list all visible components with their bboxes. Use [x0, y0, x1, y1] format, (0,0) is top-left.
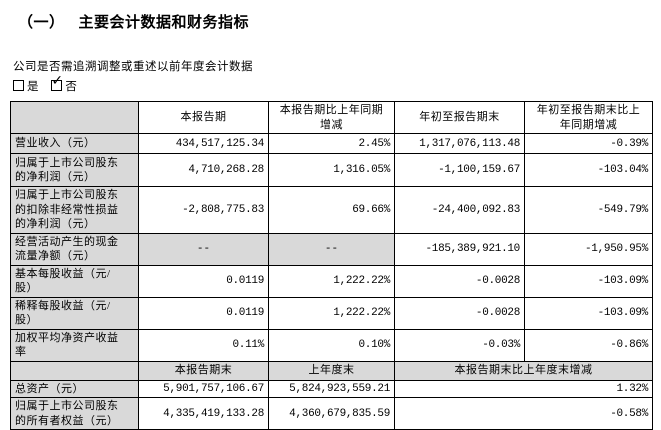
cell-current-change: 1,222.22%: [268, 264, 395, 298]
cell-ytd-change: -549.79%: [524, 186, 653, 234]
cell-ytd: -0.0028: [394, 296, 525, 330]
cell-ytd: -0.03%: [394, 328, 525, 362]
row-label: 总资产（元）: [10, 379, 139, 398]
cell-current-change: 1,222.22%: [268, 296, 395, 330]
row-label: 归属于上市公司股东 的所有者权益（元）: [10, 397, 139, 430]
restatement-checkbox-row: 是 ✓ 否: [13, 74, 87, 95]
checkbox-yes-label: 是: [27, 81, 39, 93]
table-row: 经营活动产生的现金 流量净额（元） -- -- -185,389,921.10 …: [10, 232, 653, 266]
col-header-current-period: 本报告期: [138, 101, 269, 134]
cell-ytd: -0.0028: [394, 264, 525, 298]
check-icon: ✓: [51, 73, 64, 89]
table-header-row: 本报告期 本报告期比上年同期 增减 年初至报告期末 年初至报告期末比上 年同期增…: [10, 101, 653, 134]
cell-current-period: --: [138, 232, 269, 266]
col-header-ytd: 年初至报告期末: [394, 101, 525, 134]
table-row: 基本每股收益（元/ 股） 0.0119 1,222.22% -0.0028 -1…: [10, 264, 653, 298]
cell-ytd: -185,389,921.10: [394, 232, 525, 266]
col-header-ytd-change: 年初至报告期末比上 年同期增减: [524, 101, 653, 134]
cell-current-change: 0.10%: [268, 328, 395, 362]
financial-indicators-table: 本报告期 本报告期比上年同期 增减 年初至报告期末 年初至报告期末比上 年同期增…: [10, 101, 653, 430]
section-number: （一）: [18, 15, 65, 31]
cell-period-end-change: -0.58%: [394, 397, 653, 430]
period-end-header-row: 本报告期末 上年度末 本报告期末比上年度末增减: [10, 360, 653, 381]
cell-period-end: 5,901,757,106.67: [138, 379, 269, 398]
col-header-current-change: 本报告期比上年同期 增减: [268, 101, 395, 134]
table-row: 归属于上市公司股东 的扣除非经常性损益 的净利润（元） -2,808,775.8…: [10, 186, 653, 234]
row-label: 营业收入（元）: [10, 133, 139, 154]
page-title: （一） 主要会计数据和财务指标: [18, 11, 249, 32]
cell-current-period: 0.11%: [138, 328, 269, 362]
table-row: 归属于上市公司股东 的所有者权益（元） 4,335,419,133.28 4,3…: [10, 397, 653, 430]
checkbox-yes[interactable]: 是: [13, 79, 39, 95]
corner-cell: [10, 101, 139, 134]
cell-current-change: 1,316.05%: [268, 153, 395, 187]
checkbox-no-label: 否: [65, 81, 77, 93]
row-label: 稀释每股收益（元/ 股）: [10, 296, 139, 330]
cell-ytd-change: -0.86%: [524, 328, 653, 362]
cell-ytd-change: -1,950.95%: [524, 232, 653, 266]
cell-current-period: 4,710,268.28: [138, 153, 269, 187]
cell-period-end: 4,335,419,133.28: [138, 397, 269, 430]
cell-current-change: 69.66%: [268, 186, 395, 234]
checkbox-no-box-icon[interactable]: ✓: [51, 74, 63, 91]
checkbox-no[interactable]: ✓ 否: [51, 74, 77, 95]
col-header-prior-year-end: 上年度末: [268, 360, 395, 381]
section-title: 主要会计数据和财务指标: [78, 15, 250, 31]
col-header-period-end-change: 本报告期末比上年度末增减: [394, 360, 653, 381]
cell-current-change: 2.45%: [268, 133, 395, 154]
cell-current-period: -2,808,775.83: [138, 186, 269, 234]
row-label: 经营活动产生的现金 流量净额（元）: [10, 232, 139, 266]
row-label: 加权平均净资产收益 率: [10, 328, 139, 362]
cell-prior-year-end: 4,360,679,835.59: [268, 397, 395, 430]
cell-ytd: 1,317,076,113.48: [394, 133, 525, 154]
row-label: 归属于上市公司股东 的扣除非经常性损益 的净利润（元）: [10, 186, 139, 234]
checkbox-yes-box-icon[interactable]: [13, 80, 24, 91]
cell-ytd-change: -103.09%: [524, 264, 653, 298]
cell-ytd-change: -103.09%: [524, 296, 653, 330]
cell-current-period: 0.0119: [138, 296, 269, 330]
cell-period-end-change: 1.32%: [394, 379, 653, 398]
table-row: 加权平均净资产收益 率 0.11% 0.10% -0.03% -0.86%: [10, 328, 653, 362]
cell-ytd-change: -103.04%: [524, 153, 653, 187]
cell-current-change: --: [268, 232, 395, 266]
table-row: 稀释每股收益（元/ 股） 0.0119 1,222.22% -0.0028 -1…: [10, 296, 653, 330]
cell-prior-year-end: 5,824,923,559.21: [268, 379, 395, 398]
cell-current-period: 0.0119: [138, 264, 269, 298]
row-label: 基本每股收益（元/ 股）: [10, 264, 139, 298]
cell-current-period: 434,517,125.34: [138, 133, 269, 154]
table-row: 归属于上市公司股东 的净利润（元） 4,710,268.28 1,316.05%…: [10, 153, 653, 187]
cell-ytd: -1,100,159.67: [394, 153, 525, 187]
cell-ytd: -24,400,092.83: [394, 186, 525, 234]
table-row: 总资产（元） 5,901,757,106.67 5,824,923,559.21…: [10, 379, 653, 398]
corner-cell: [10, 360, 139, 381]
cell-ytd-change: -0.39%: [524, 133, 653, 154]
table-row: 营业收入（元） 434,517,125.34 2.45% 1,317,076,1…: [10, 133, 653, 154]
restatement-question: 公司是否需追溯调整或重述以前年度会计数据: [13, 61, 253, 73]
row-label: 归属于上市公司股东 的净利润（元）: [10, 153, 139, 187]
col-header-period-end: 本报告期末: [138, 360, 269, 381]
